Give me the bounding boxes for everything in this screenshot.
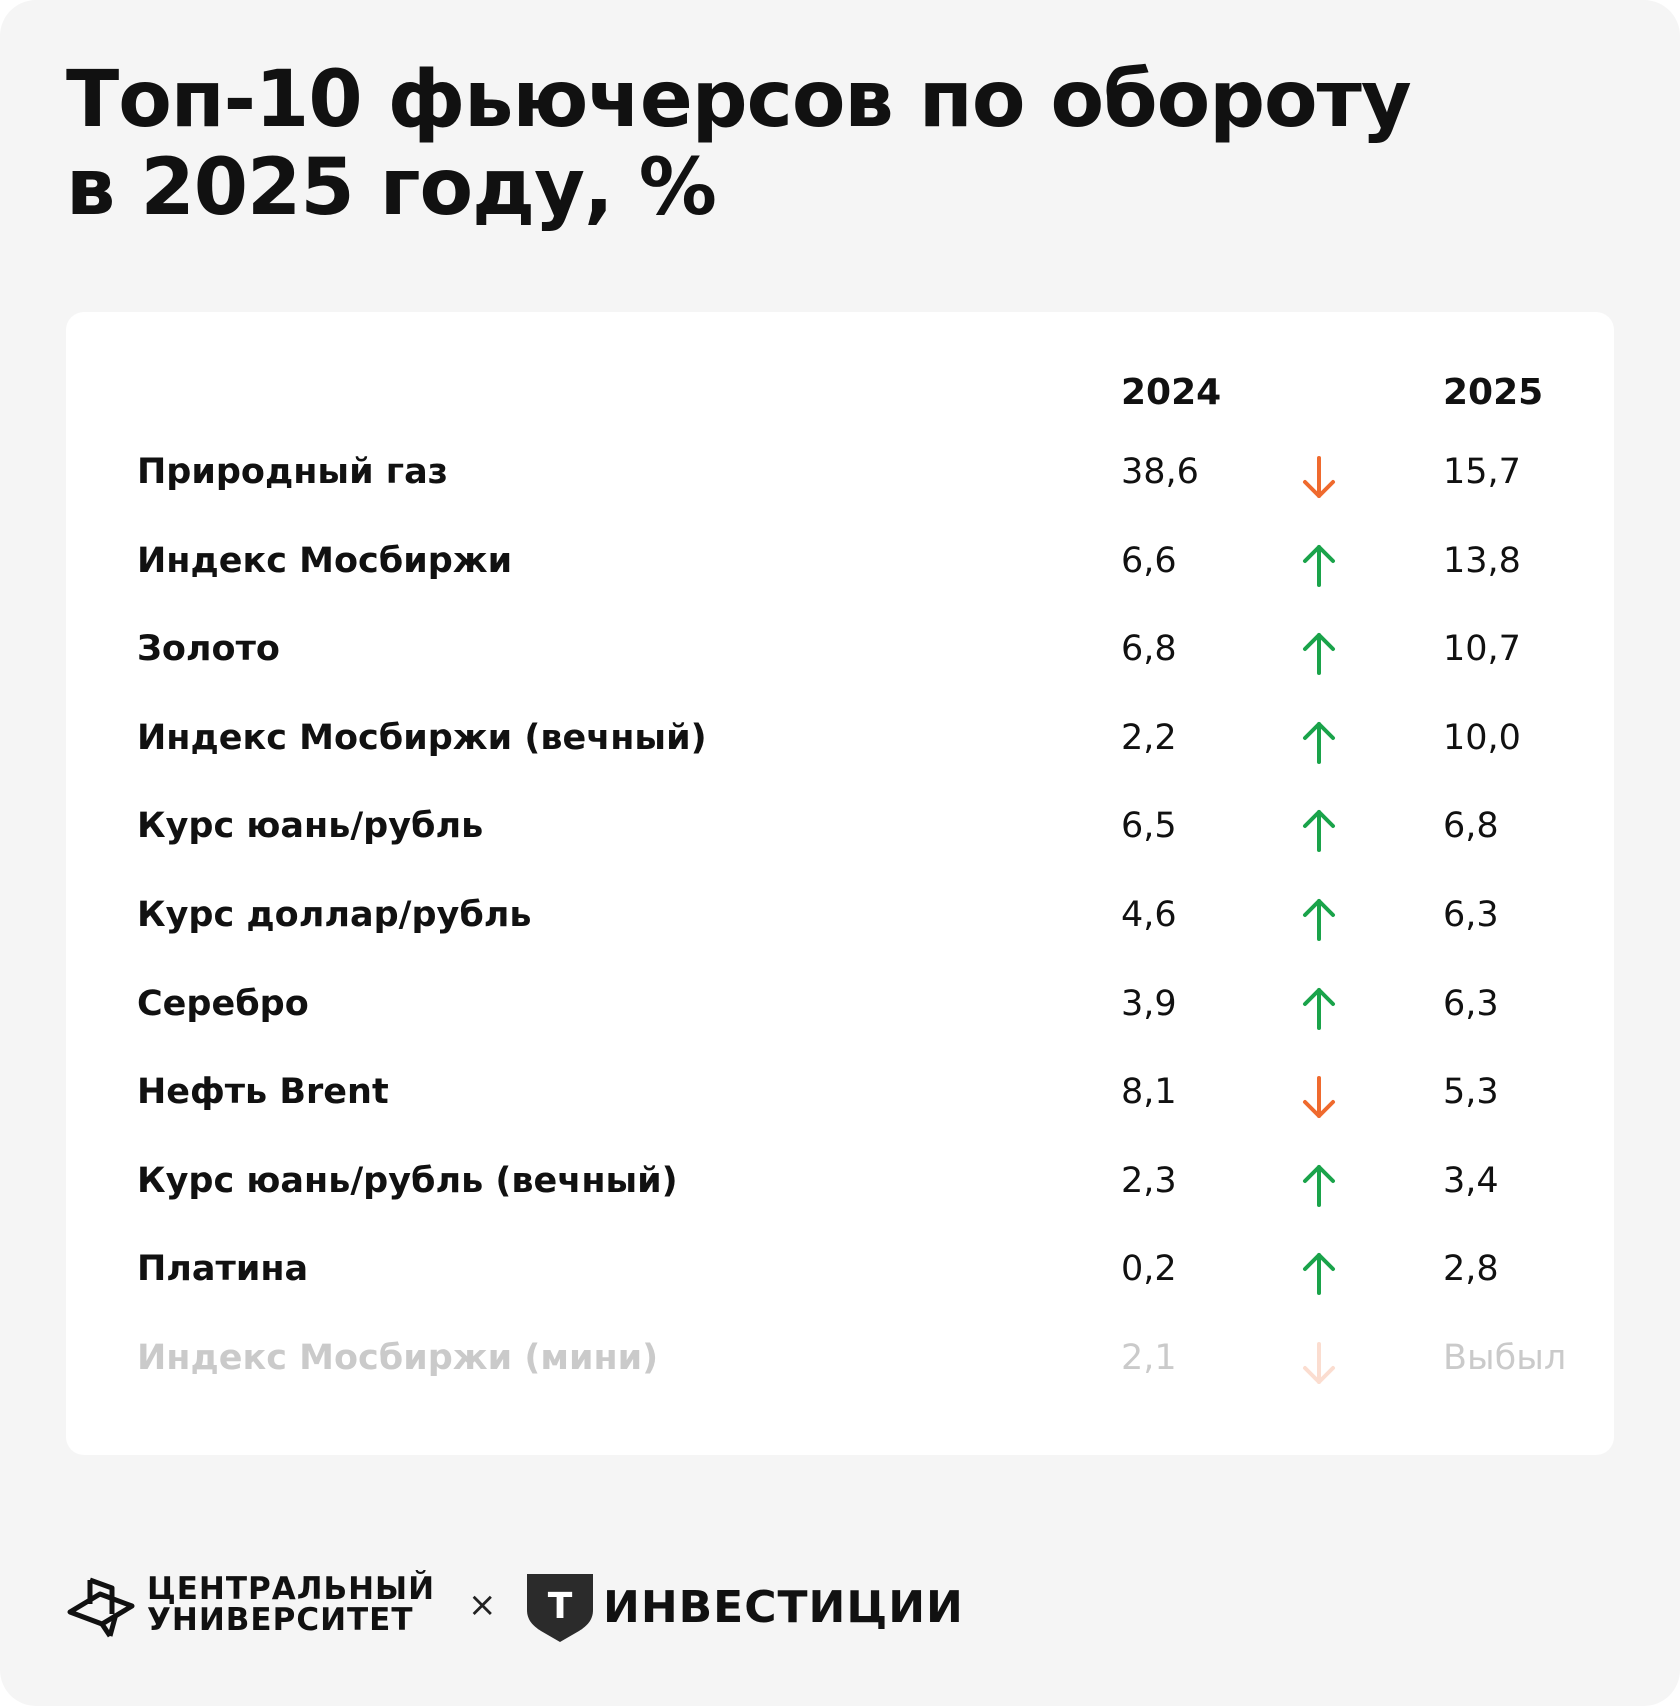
table-panel (66, 312, 1614, 1455)
title-line-2: в 2025 году, % (66, 143, 717, 233)
t-investments-shield-icon: Т (527, 1574, 593, 1642)
arrow-up-icon (1303, 1164, 1335, 1207)
arrow-up-icon (1303, 810, 1335, 853)
title-line-1: Топ-10 фьючерсов по обороту (66, 55, 1412, 145)
row-value-2024: 2,1 (1121, 1338, 1177, 1378)
row-value-2025: 13,8 (1443, 540, 1521, 581)
arrow-up-icon (1303, 633, 1335, 676)
row-value-2024: 3,9 (1121, 983, 1177, 1024)
arrow-up-icon (1303, 987, 1335, 1030)
row-value-2024: 6,8 (1121, 629, 1177, 670)
table-row: Курс юань/рубль 6,5 6,8 (0, 806, 1680, 866)
row-instrument-name: Курс юань/рубль (137, 806, 484, 847)
row-instrument-name: Курс юань/рубль (вечный) (137, 1160, 678, 1201)
central-university-logo-icon (67, 1577, 135, 1638)
table-row: Курс юань/рубль (вечный) 2,3 3,4 (0, 1161, 1680, 1221)
t-shield-letter: Т (548, 1586, 573, 1627)
arrow-down-icon (1303, 456, 1335, 498)
column-header-2025: 2025 (1443, 372, 1544, 413)
row-value-2024: 2,3 (1121, 1160, 1177, 1201)
row-instrument-name: Индекс Мосбиржи (137, 540, 513, 581)
table-row: Золото 6,8 10,7 (0, 629, 1680, 689)
row-value-2024: 8,1 (1121, 1072, 1177, 1113)
table-row: Нефть Brent 8,1 5,3 (0, 1072, 1680, 1132)
chart-title: Топ-10 фьючерсов по обороту в 2025 году,… (66, 56, 1566, 232)
table-row: Природный газ 38,6 15,7 (0, 452, 1680, 512)
row-instrument-name: Курс доллар/рубль (137, 895, 532, 935)
arrow-up-icon (1303, 1253, 1335, 1296)
row-value-2024: 6,5 (1121, 806, 1177, 847)
row-instrument-name: Платина (137, 1249, 309, 1290)
row-instrument-name: Серебро (137, 983, 309, 1024)
row-instrument-name: Золото (137, 629, 280, 670)
table-row: Курс доллар/рубль 4,6 6,3 (0, 895, 1680, 955)
column-header-2024: 2024 (1121, 372, 1222, 413)
row-value-2024: 0,2 (1121, 1249, 1177, 1290)
row-value-2024: 6,6 (1121, 540, 1177, 581)
cu-logo-line-1: Центральный (147, 1571, 436, 1607)
row-value-2025: 3,4 (1443, 1160, 1499, 1201)
arrow-down-icon (1303, 1076, 1335, 1119)
row-instrument-name: Индекс Мосбиржи (вечный) (137, 717, 707, 758)
arrow-up-icon (1303, 544, 1335, 587)
row-value-2025: 5,3 (1443, 1072, 1499, 1113)
row-value-2025: 6,3 (1443, 895, 1499, 935)
t-investments-logo-text: Инвестиции (603, 1582, 964, 1633)
table-row: Индекс Мосбиржи (вечный) 2,2 10,0 (0, 718, 1680, 778)
row-instrument-name: Природный газ (137, 452, 449, 492)
table-row: Платина 0,2 2,8 (0, 1249, 1680, 1309)
arrow-up-icon (1303, 721, 1335, 764)
table-row: Серебро 3,9 6,3 (0, 984, 1680, 1044)
row-value-2024: 2,2 (1121, 717, 1177, 758)
row-value-2024: 4,6 (1121, 895, 1177, 935)
cu-logo-line-2: университет (147, 1602, 414, 1638)
row-value-2025: 15,7 (1443, 452, 1521, 492)
row-value-2025: 10,0 (1443, 717, 1521, 758)
row-instrument-name: Нефть Brent (137, 1072, 389, 1113)
row-instrument-name: Индекс Мосбиржи (мини) (137, 1338, 659, 1378)
arrow-up-icon (1303, 899, 1335, 941)
row-value-2025: 6,8 (1443, 806, 1499, 847)
row-value-2025: 10,7 (1443, 629, 1521, 670)
central-university-logo-text: Центральный университет (147, 1574, 435, 1636)
row-value-2025: 2,8 (1443, 1249, 1499, 1290)
row-value-2024: 38,6 (1121, 452, 1199, 492)
row-value-2025: Выбыл (1443, 1338, 1567, 1378)
table-row: Индекс Мосбиржи (мини) 2,1 Выбыл (0, 1338, 1680, 1398)
arrow-down-icon (1303, 1342, 1335, 1384)
row-value-2025: 6,3 (1443, 983, 1499, 1024)
collaboration-separator: × (468, 1585, 497, 1625)
table-row: Индекс Мосбиржи 6,6 13,8 (0, 541, 1680, 601)
